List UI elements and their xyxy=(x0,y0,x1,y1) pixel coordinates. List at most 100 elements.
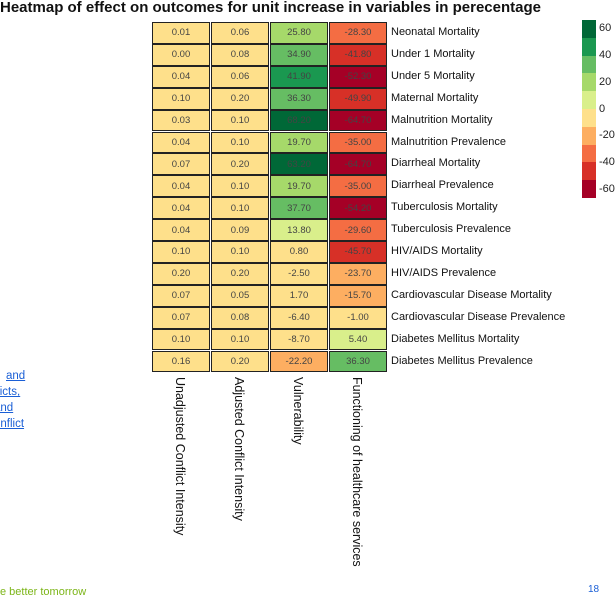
row-label: HIV/AIDS Mortality xyxy=(391,245,483,257)
heatmap-cell: 0.05 xyxy=(211,284,269,307)
row-label: Diarrheal Mortality xyxy=(391,157,481,170)
heatmap-cell: 0.04 xyxy=(152,175,210,198)
heatmap-cell: 19.70 xyxy=(270,175,328,198)
heatmap-cell: 0.20 xyxy=(211,153,269,176)
legend-tick-label: 40 xyxy=(599,49,612,62)
row-label: Maternal Mortality xyxy=(391,91,479,104)
heatmap-cell: 1.70 xyxy=(270,284,328,307)
heatmap-cell: 0.06 xyxy=(211,65,269,88)
row-label: Diarrheal Prevalence xyxy=(391,179,494,192)
heatmap-cell: -23.70 xyxy=(329,262,387,285)
heatmap-cell: 0.09 xyxy=(211,219,269,241)
side-link[interactable]: and flicts, and onflict xyxy=(0,368,25,432)
row-label: Under 5 Mortality xyxy=(391,69,475,82)
heatmap-cell: 0.04 xyxy=(152,219,210,241)
heatmap-cell: -2.50 xyxy=(270,262,328,285)
legend-swatch xyxy=(582,20,596,38)
heatmap-cell: 0.10 xyxy=(211,109,269,132)
heatmap-cell: 0.10 xyxy=(211,328,269,351)
heatmap-cell: 0.10 xyxy=(152,241,210,263)
heatmap-cell: 0.20 xyxy=(211,87,269,110)
heatmap-cell: 0.10 xyxy=(152,87,210,110)
heatmap-cell: 0.10 xyxy=(211,241,269,263)
heatmap-cell: 25.80 xyxy=(270,22,328,44)
heatmap-cell: 0.10 xyxy=(211,197,269,220)
column-label: Vulnerability xyxy=(291,377,305,445)
row-label: HIV/AIDS Prevalence xyxy=(391,266,497,279)
row-label: Diabetes Mellitus Mortality xyxy=(391,332,520,345)
row-label: Diabetes Mellitus Prevalence xyxy=(391,354,533,367)
legend-swatch xyxy=(582,73,596,92)
heatmap-cell: 34.90 xyxy=(270,43,328,66)
heatmap-cell: 0.10 xyxy=(211,175,269,198)
legend-tick-label: 60 xyxy=(599,22,612,35)
heatmap-cell: -52.30 xyxy=(329,65,387,88)
heatmap-cell: -49.90 xyxy=(329,87,387,110)
legend-swatch xyxy=(582,91,596,109)
heatmap-cell: 0.08 xyxy=(211,43,269,66)
heatmap-cell: -54.20 xyxy=(329,197,387,220)
heatmap-cell: 0.03 xyxy=(152,109,210,132)
heatmap-cell: -41.80 xyxy=(329,43,387,66)
heatmap-cell: 0.20 xyxy=(211,350,269,373)
heatmap-cell: -64.70 xyxy=(329,109,387,132)
heatmap-cell: -35.00 xyxy=(329,131,387,154)
heatmap-cell: 63.20 xyxy=(270,153,328,176)
heatmap-cell: 0.01 xyxy=(152,22,210,44)
row-label: Cardiovascular Disease Mortality xyxy=(391,288,552,301)
legend-swatch xyxy=(582,162,596,181)
chart-title: Heatmap of effect on outcomes for unit i… xyxy=(0,0,541,16)
heatmap-cell: 0.04 xyxy=(152,197,210,220)
heatmap-cell: 36.30 xyxy=(329,350,387,373)
heatmap-cell: 0.20 xyxy=(152,262,210,285)
heatmap-cell: 0.07 xyxy=(152,284,210,307)
heatmap-cell: 68.20 xyxy=(270,109,328,132)
heatmap-cell: 0.04 xyxy=(152,131,210,154)
legend-tick-label: -60 xyxy=(599,182,615,195)
legend-swatch xyxy=(582,109,596,127)
heatmap-cell: -35.00 xyxy=(329,175,387,198)
row-label: Cardiovascular Disease Prevalence xyxy=(391,310,566,323)
side-link-line[interactable]: flicts, xyxy=(0,386,21,398)
column-label: Functioning of healthcare services xyxy=(350,377,364,567)
legend-tick-label: 20 xyxy=(599,75,612,88)
heatmap-cell: 0.07 xyxy=(152,153,210,176)
heatmap-cell: 13.80 xyxy=(270,219,328,241)
heatmap-cell: 0.20 xyxy=(211,262,269,285)
legend-tick-label: -20 xyxy=(599,129,615,142)
heatmap-cell: -64.70 xyxy=(329,153,387,176)
heatmap-cell: 0.00 xyxy=(152,43,210,66)
heatmap-cell: 37.70 xyxy=(270,197,328,220)
heatmap-cell: 0.06 xyxy=(211,22,269,44)
heatmap-cell: 36.30 xyxy=(270,87,328,110)
heatmap-cell: 0.04 xyxy=(152,65,210,88)
legend-swatch xyxy=(582,55,596,74)
heatmap-cell: -15.70 xyxy=(329,284,387,307)
side-link-line[interactable]: onflict xyxy=(0,418,25,430)
legend-swatch xyxy=(582,37,596,56)
heatmap-cell: 0.10 xyxy=(152,328,210,351)
column-label: Adjusted Conflict Intensity xyxy=(232,377,246,521)
heatmap-cell: 0.08 xyxy=(211,306,269,329)
heatmap-cell: -29.60 xyxy=(329,219,387,241)
row-label: Under 1 Mortality xyxy=(391,47,475,60)
column-label: Unadjusted Conflict Intensity xyxy=(173,377,187,536)
heatmap-cell: 0.16 xyxy=(152,350,210,373)
heatmap-cell: 41.90 xyxy=(270,65,328,88)
heatmap-cell: -8.70 xyxy=(270,328,328,351)
row-label: Neonatal Mortality xyxy=(391,26,480,38)
heatmap-cell: 19.70 xyxy=(270,131,328,154)
heatmap-cell: 0.10 xyxy=(211,131,269,154)
heatmap-cell: -45.70 xyxy=(329,241,387,263)
heatmap-cell: -28.30 xyxy=(329,22,387,44)
heatmap-cell: 0.07 xyxy=(152,306,210,329)
legend-tick-label: 0 xyxy=(599,102,606,115)
heatmap-cell: -1.00 xyxy=(329,306,387,329)
side-link-line[interactable]: and xyxy=(0,402,14,414)
heatmap-cell: -22.20 xyxy=(270,350,328,373)
row-label: Tuberculosis Prevalence xyxy=(391,223,512,236)
legend-swatch xyxy=(582,144,596,163)
side-link-line[interactable]: and xyxy=(6,370,26,382)
row-label: Malnutrition Prevalence xyxy=(391,135,506,148)
row-label: Tuberculosis Mortality xyxy=(391,201,498,214)
